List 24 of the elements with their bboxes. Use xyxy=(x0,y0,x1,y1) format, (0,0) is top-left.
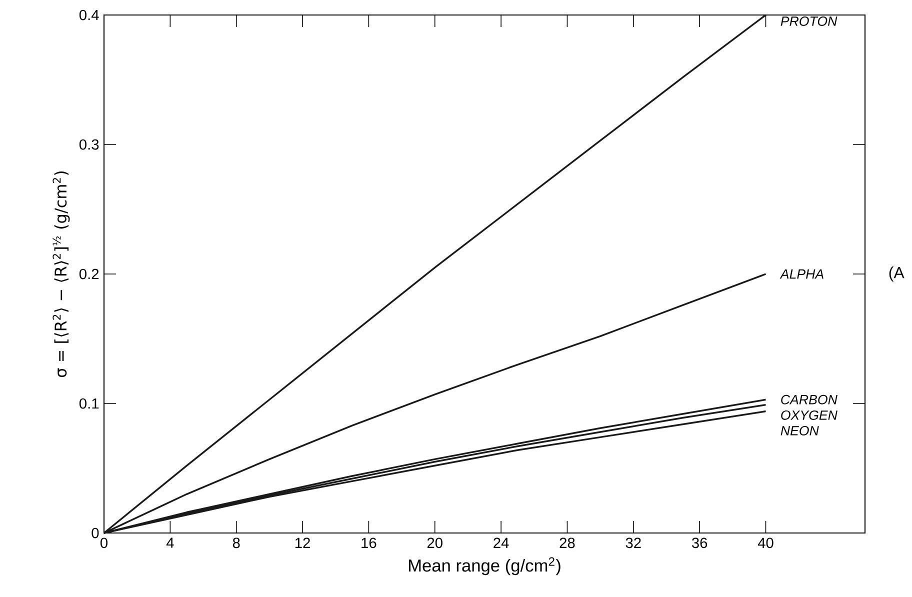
y-tick-label: 0.3 xyxy=(79,139,99,150)
series-label: PROTON xyxy=(780,16,838,26)
x-axis-title: Mean range (g/cm$^{2}$) xyxy=(409,557,560,576)
x-tick-label: 4 xyxy=(166,538,174,548)
series-label: CARBON xyxy=(781,394,838,404)
x-tick-label: 24 xyxy=(494,538,509,548)
x-tick-label: 12 xyxy=(295,538,310,548)
x-tick-label: 40 xyxy=(758,538,774,548)
y-tick-label: 0.1 xyxy=(79,398,99,409)
text: σ = [⟨R$^{2}$⟩ − ⟨R⟩$^{2}$]$^{½}$ (g/cm$^{2}$) xyxy=(52,171,70,378)
series-label: OXYGEN xyxy=(781,410,838,420)
x-tick-label: 36 xyxy=(692,538,708,548)
x-tick-label: 0 xyxy=(100,538,108,548)
series-label: NEON xyxy=(780,426,819,436)
x-tick-label: 20 xyxy=(427,538,442,548)
y-tick-label: 0.2 xyxy=(79,268,99,280)
series-label: ALPHA xyxy=(780,269,824,279)
y-tick-label: 0 xyxy=(92,528,99,538)
y-tick-label: 0.4 xyxy=(79,10,99,20)
x-tick-label: 16 xyxy=(362,538,376,548)
x-tick-label: 8 xyxy=(232,538,240,548)
text: (A xyxy=(889,266,904,282)
x-tick-label: 28 xyxy=(560,538,575,548)
x-tick-label: 32 xyxy=(626,538,641,548)
